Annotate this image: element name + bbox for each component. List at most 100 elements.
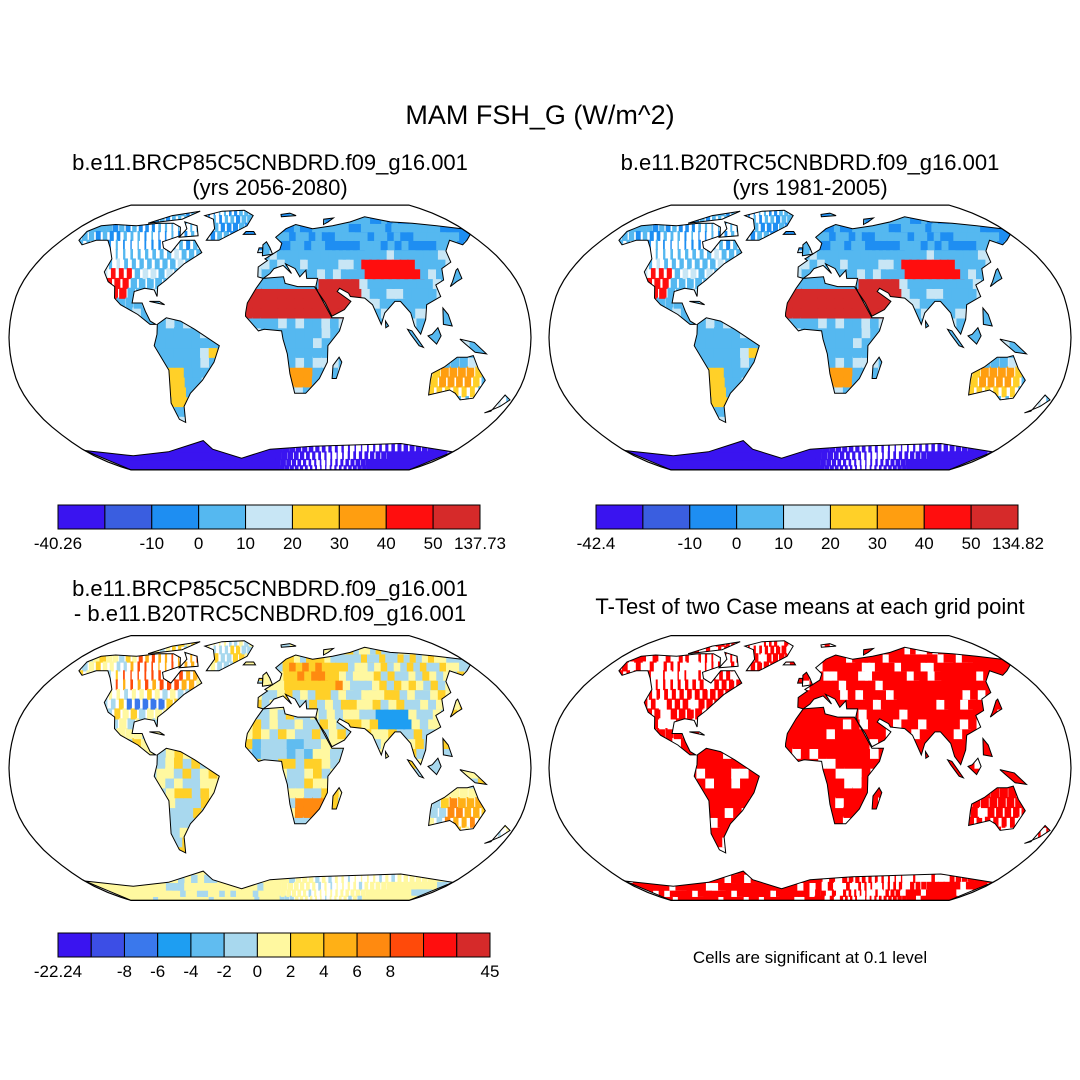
map-historical-coast-antarctica	[624, 440, 995, 471]
colorbar-historical-swatch	[923, 504, 972, 530]
map-ttest-coast-iceland	[782, 661, 797, 666]
map-difference-coast-new-guinea	[459, 769, 488, 786]
map-ttest-coast-new-guinea	[999, 769, 1028, 786]
panel-1-title-line2: (yrs 2056-2080)	[192, 175, 348, 200]
colorbar-future-swatch	[245, 504, 293, 530]
map-historical-coast-philippines	[982, 306, 993, 327]
map-future-coast-japan	[449, 267, 463, 287]
colorbar-historical-label: 10	[774, 534, 793, 553]
colorbar-difference-swatch	[423, 932, 458, 958]
map-ttest-coast-antarctica	[624, 870, 995, 901]
colorbar-future-swatch	[338, 504, 387, 530]
map-future-coast-greenland	[203, 209, 254, 241]
map-historical-coast-eurasia	[797, 216, 1011, 336]
map-historical-coast-uk	[801, 241, 814, 257]
map-difference-coast-cuba	[149, 731, 165, 736]
significance-note: Cells are significant at 0.1 level	[692, 948, 928, 967]
map-future-coast-south-america	[153, 317, 220, 424]
map-ttest-coast-uk	[801, 671, 814, 687]
map-ttest-coast-sri-lanka	[924, 749, 930, 760]
colorbar-historical-swatch	[689, 504, 738, 530]
map-future-coast-novaya-zemlya	[322, 217, 336, 226]
map-difference-coast-sri-lanka	[384, 749, 390, 760]
map-historical-coast-africa	[784, 276, 885, 394]
colorbar-difference-swatch	[356, 932, 391, 958]
colorbar-historical-label: 20	[821, 534, 840, 553]
map-ttest-coast-new-zealand	[1024, 824, 1051, 844]
colorbar-difference-swatch	[57, 932, 92, 958]
map-difference-coast-new-zealand	[484, 824, 511, 844]
colorbar-difference-swatch	[256, 932, 292, 958]
colorbar-difference-label: 4	[319, 962, 328, 981]
map-historical	[548, 204, 1072, 471]
map-difference-coast-north-america	[78, 653, 203, 756]
map-historical-coast-arctic-islands	[687, 210, 741, 224]
map-ttest-coast-africa	[784, 706, 885, 825]
colorbar-future-label: 40	[377, 534, 396, 553]
colorbar-historical-label: 50	[962, 534, 981, 553]
colorbar-difference-swatch	[389, 932, 425, 958]
map-difference-coast-svalbard	[280, 643, 297, 648]
colorbar-historical-swatch	[829, 504, 878, 530]
colorbar-difference-swatch	[223, 932, 258, 958]
map-ttest-coast-arctic-islands	[687, 641, 741, 655]
map-historical-coast-iceland	[782, 231, 797, 235]
map-difference-coast-sumatra	[406, 758, 425, 779]
map-future-coast-cuba	[149, 300, 165, 306]
panel-1-title: b.e11.BRCP85C5CNBDRD.f09_g16.001 (yrs 20…	[10, 150, 530, 200]
map-ttest-coast-south-america	[693, 747, 760, 854]
panel-2-title-line1: b.e11.B20TRC5CNBDRD.f09_g16.001	[620, 150, 1000, 175]
colorbar-future-label: 0	[194, 534, 203, 553]
map-ttest-coast-north-america	[618, 653, 743, 756]
panel-4-title-line1: T-Test of two Case means at each grid po…	[595, 594, 1025, 619]
map-difference	[8, 635, 532, 901]
map-future-coast-madagascar	[331, 356, 343, 379]
colorbar-difference-swatch	[190, 932, 225, 958]
map-future-coast-sri-lanka	[384, 319, 390, 329]
map-future-coast-iceland	[242, 231, 257, 235]
colorbar-future-label: 50	[424, 534, 443, 553]
colorbar-future-swatch	[291, 504, 340, 530]
colorbar-difference-label: 8	[386, 962, 395, 981]
colorbar-difference: -22.24 -8 -6 -4 -2 0 2 4 6 8 45	[34, 932, 499, 981]
map-ttest-coast-madagascar	[871, 786, 883, 810]
figure-title: MAM FSH_G (W/m^2)	[405, 100, 675, 130]
map-future-coast-uk	[261, 241, 274, 257]
panel-4-title: T-Test of two Case means at each grid po…	[550, 594, 1070, 619]
colorbar-historical-swatch	[970, 504, 1019, 530]
map-future-coast-africa	[244, 276, 345, 394]
panel-3-title: b.e11.BRCP85C5CNBDRD.f09_g16.001 - b.e11…	[10, 576, 530, 626]
panel-3-title-line1: b.e11.BRCP85C5CNBDRD.f09_g16.001	[72, 576, 468, 601]
map-ttest-ocean	[549, 635, 1071, 901]
map-difference-coast-australia	[428, 785, 486, 831]
colorbar-historical-swatch	[642, 504, 691, 530]
colorbar-difference-swatch	[123, 932, 159, 958]
map-difference-coast-borneo	[427, 757, 442, 776]
map-difference-coast-ireland	[256, 677, 264, 684]
map-difference-coast-uk	[261, 671, 274, 687]
colorbar-difference-swatch	[290, 932, 325, 958]
colorbar-difference-label: 2	[286, 962, 295, 981]
map-historical-coast-sri-lanka	[924, 319, 930, 329]
colorbar-future-swatch	[198, 504, 247, 530]
map-future-border	[8, 204, 532, 471]
colorbar-historical-swatch	[876, 504, 925, 530]
colorbar-historical-label: 30	[868, 534, 887, 553]
map-future-coast-north-america	[78, 222, 203, 325]
map-historical-coast-japan	[989, 267, 1003, 287]
map-historical-coast-ireland	[796, 247, 804, 254]
colorbar-future-swatch	[104, 504, 153, 530]
map-difference-coast-antarctica	[84, 870, 455, 901]
map-historical-border	[548, 204, 1072, 471]
map-historical-coast-novaya-zemlya	[862, 217, 876, 226]
map-difference-ocean	[9, 635, 531, 901]
map-historical-coast-australia	[968, 355, 1026, 401]
map-historical-coast-new-zealand	[1024, 394, 1051, 414]
colorbar-difference-label: 6	[352, 962, 361, 981]
map-ttest-coast-svalbard	[820, 643, 837, 648]
colorbar-difference-swatch	[90, 932, 125, 958]
map-difference-coast-africa	[244, 706, 345, 825]
map-difference-coast-philippines	[442, 737, 453, 758]
map-future-coast-australia	[428, 355, 486, 401]
colorbar-historical-swatch	[783, 504, 831, 530]
